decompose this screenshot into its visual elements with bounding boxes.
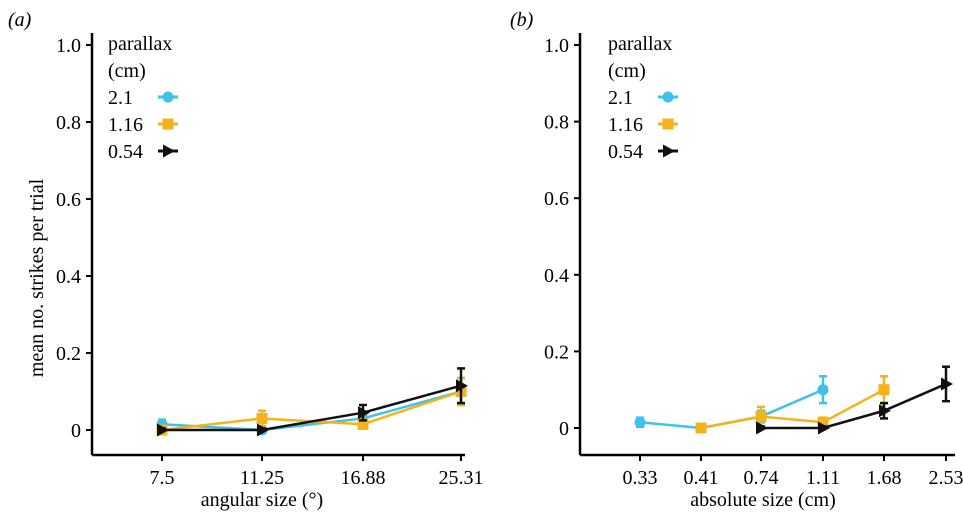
data-point	[456, 379, 468, 393]
panel-a-legend-title-line1: parallax	[108, 33, 172, 55]
x-tick-label: 1.68	[867, 467, 902, 489]
legend-key-marker	[163, 144, 175, 158]
data-point	[634, 416, 646, 428]
x-tick-label: 25.31	[439, 467, 484, 489]
y-tick-label: 0.8	[56, 112, 81, 134]
series-2.1	[156, 376, 467, 436]
panel-b-legend-title-line2: (cm)	[608, 60, 646, 82]
y-tick-label: 1.0	[56, 35, 81, 57]
data-point	[878, 384, 890, 396]
x-tick-label: 0.74	[744, 467, 779, 489]
y-tick-label: 0.8	[544, 112, 569, 134]
data-point	[357, 418, 369, 430]
panel-b-legend-title-line1: parallax	[608, 33, 672, 55]
data-point	[818, 421, 830, 435]
legend-label: 2.1	[108, 87, 133, 109]
legend-key-marker	[662, 91, 674, 103]
legend-key-marker	[162, 91, 174, 103]
legend-label: 2.1	[608, 87, 633, 109]
legend-key-marker	[662, 118, 674, 130]
series-0.54	[756, 365, 953, 435]
y-tick-label: 0.4	[56, 266, 81, 288]
series-0.54	[157, 367, 468, 437]
legend-label: 1.16	[108, 114, 143, 136]
x-tick-label: 16.88	[341, 467, 386, 489]
legend-key-marker	[663, 144, 675, 158]
panel-b-plot: 0 0.2 0.4 0.6 0.8 1.0 0.33 0.41 0.74 1.11 1.68 2.53…	[544, 33, 963, 489]
data-point	[941, 377, 953, 391]
series-1.16	[695, 375, 890, 434]
panel-a-ylabel: mean no. strikes per trial	[26, 178, 48, 377]
series-line	[761, 382, 947, 430]
x-tick-label: 11.25	[240, 467, 284, 489]
y-tick-label: 0.4	[544, 265, 569, 287]
data-point	[358, 406, 370, 420]
panel-a-label: (a)	[8, 9, 32, 31]
data-point	[756, 421, 768, 435]
x-tick-label: 1.11	[806, 467, 840, 489]
data-point	[755, 411, 767, 423]
data-point	[879, 404, 891, 418]
data-point	[817, 416, 829, 428]
series-line	[162, 384, 462, 432]
legend-label: 0.54	[108, 141, 143, 163]
data-point	[817, 384, 829, 396]
x-tick-label: 7.5	[150, 467, 175, 489]
y-tick-label: 1.0	[544, 35, 569, 57]
panel-a-legend-title-line2: (cm)	[108, 60, 146, 82]
x-tick-label: 0.41	[684, 467, 719, 489]
series-line	[700, 388, 885, 430]
y-tick-label: 0.2	[56, 343, 81, 365]
y-tick-label: 0	[71, 420, 81, 442]
panel-a-plot: 0 0.2 0.4 0.6 0.8 1.0 7.5 11.25 16.88 25.31 2.1 1.1…	[56, 33, 484, 489]
x-tick-label: 2.53	[929, 467, 963, 489]
panel-b-xlabel: absolute size (cm)	[690, 489, 836, 511]
data-point	[157, 423, 169, 437]
panel-a-xlabel: angular size (°)	[201, 489, 323, 511]
x-tick-label: 0.33	[623, 467, 658, 489]
series-line	[161, 390, 462, 432]
y-tick-label: 0.6	[544, 188, 569, 210]
y-tick-label: 0.6	[56, 189, 81, 211]
y-tick-label: 0.2	[544, 341, 569, 363]
data-point	[256, 412, 268, 424]
data-point	[695, 422, 707, 434]
panel-b-label: (b)	[510, 9, 534, 31]
legend-label: 0.54	[608, 141, 643, 163]
legend-key-marker	[162, 118, 174, 130]
legend-label: 1.16	[608, 114, 643, 136]
data-point	[257, 423, 269, 437]
y-tick-label: 0	[559, 418, 569, 440]
series-2.1	[634, 375, 829, 434]
